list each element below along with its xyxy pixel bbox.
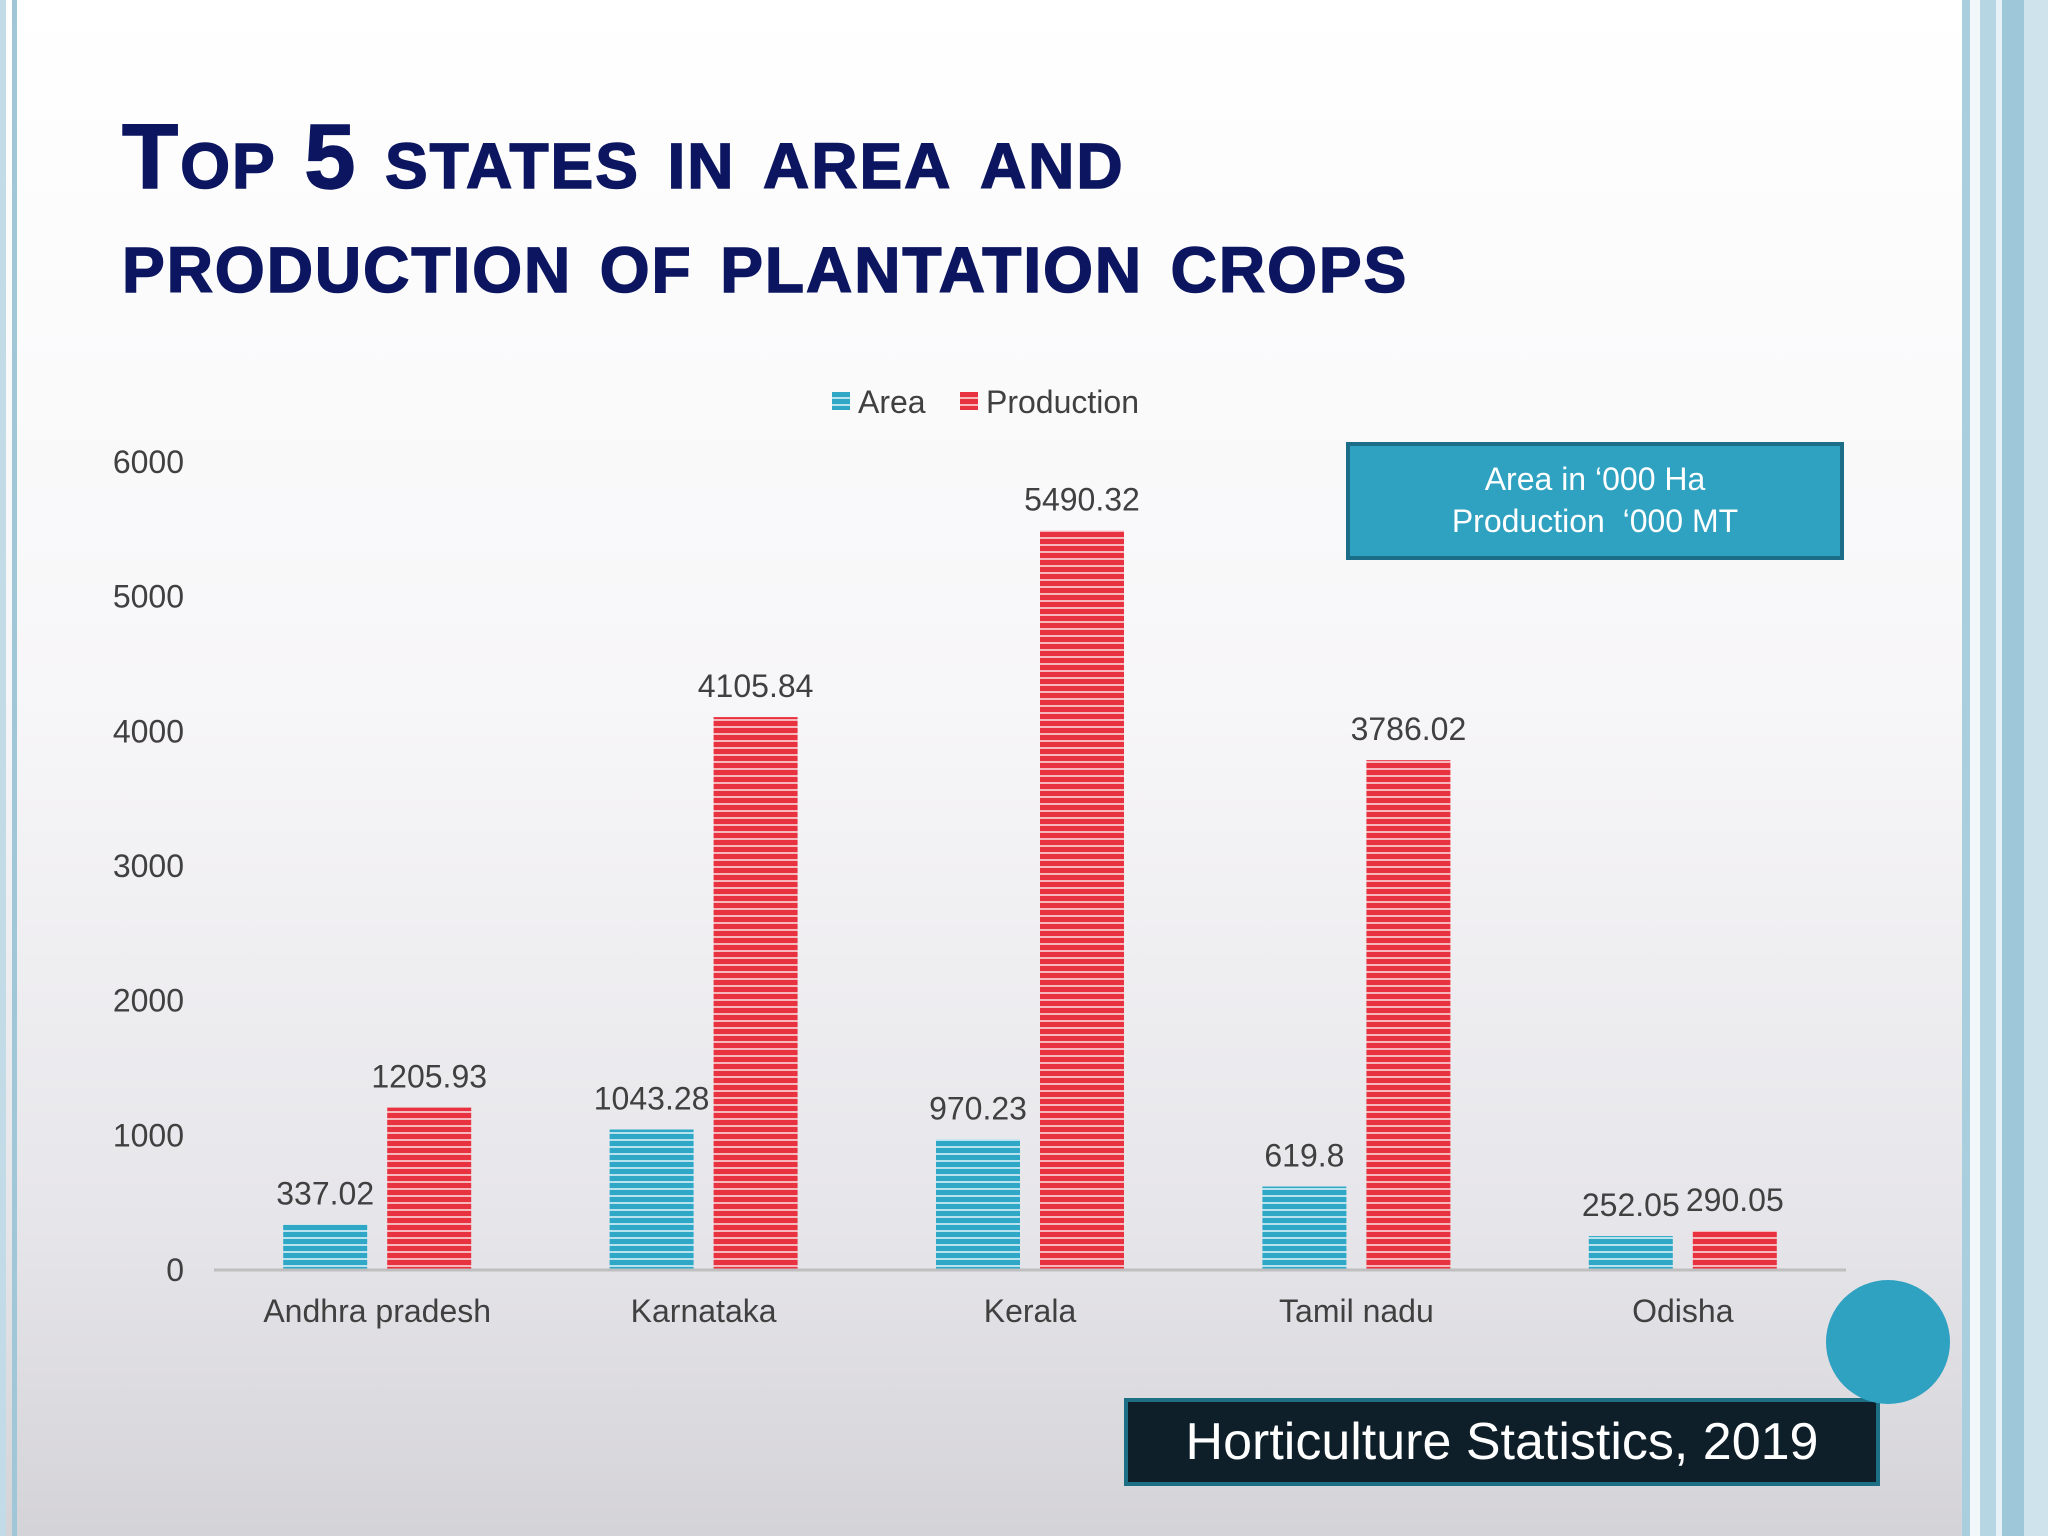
y-tick-label: 6000 <box>113 444 184 480</box>
y-tick-label: 3000 <box>113 848 184 884</box>
y-tick-label: 5000 <box>113 579 184 615</box>
bar-production <box>1692 1230 1777 1270</box>
frame-stripe-right <box>1996 0 2002 1536</box>
y-tick-label: 0 <box>166 1252 184 1288</box>
slide-title: Top 5 states in area and production of p… <box>121 105 1722 313</box>
legend-swatch-production <box>960 392 978 410</box>
y-tick-label: 4000 <box>113 713 184 749</box>
data-label-area: 1043.28 <box>594 1081 710 1117</box>
data-label-production: 4105.84 <box>698 668 814 704</box>
x-axis-tick-labels: Andhra pradesh Karnataka Kerala Tamil nadu O… <box>263 1293 1733 1329</box>
bar-area <box>283 1224 368 1270</box>
data-label-area: 252.05 <box>1582 1187 1680 1223</box>
legend-swatch-area <box>832 392 850 410</box>
bars <box>283 530 1777 1270</box>
slide-title-line-2: production of plantation crops <box>121 209 1409 313</box>
bar-area <box>1262 1186 1347 1270</box>
bar-production <box>1040 530 1124 1270</box>
data-label-production: 1205.93 <box>371 1059 487 1095</box>
frame-stripe-right <box>1980 0 1996 1536</box>
bar-area <box>936 1139 1020 1270</box>
data-label-area: 970.23 <box>929 1090 1027 1126</box>
bar-production <box>713 717 798 1270</box>
frame-stripe-right <box>1970 0 1980 1536</box>
x-tick-label: Kerala <box>984 1293 1077 1329</box>
frame-stripe-right <box>1962 0 1970 1536</box>
bar-area <box>609 1129 694 1270</box>
x-tick-label: Odisha <box>1632 1293 1734 1329</box>
legend: Area Production <box>832 384 1139 420</box>
units-note-area: Area in ‘000 Ha <box>1484 461 1706 497</box>
frame-stripe-left-outer <box>0 0 6 1536</box>
units-note-production: Production ‘000 MT <box>1451 503 1739 539</box>
data-label-area: 619.8 <box>1264 1138 1344 1174</box>
x-tick-label: Andhra pradesh <box>263 1293 491 1329</box>
bar-production <box>387 1107 472 1270</box>
bar-area <box>1588 1236 1673 1270</box>
frame-stripe-left-inner <box>12 0 17 1536</box>
x-tick-label: Karnataka <box>631 1293 777 1329</box>
data-label-production: 3786.02 <box>1351 711 1467 747</box>
units-note-box: Area in ‘000 Ha Production ‘000 MT <box>1346 442 1844 560</box>
decorative-circle <box>1826 1280 1950 1404</box>
x-tick-label: Tamil nadu <box>1279 1293 1434 1329</box>
bar-production <box>1366 760 1451 1270</box>
legend-label-production: Production <box>986 384 1139 420</box>
y-axis-tick-labels: 0 1000 2000 3000 4000 5000 6000 <box>113 444 184 1288</box>
y-tick-label: 2000 <box>113 983 184 1019</box>
slide-title-line-1: Top 5 states in area and <box>121 105 1125 209</box>
frame-stripe-right <box>2002 0 2024 1536</box>
data-label-production: 5490.32 <box>1024 482 1140 518</box>
y-tick-label: 1000 <box>113 1117 184 1153</box>
data-label-production: 290.05 <box>1686 1182 1784 1218</box>
frame-stripe-right <box>2024 0 2048 1536</box>
legend-label-area: Area <box>858 384 926 420</box>
data-labels: 337.02 1205.93 1043.28 4105.84 970.23 5490.32… <box>276 482 1783 1223</box>
source-box: Horticulture Statistics, 2019 <box>1124 1398 1880 1486</box>
data-label-area: 337.02 <box>276 1176 374 1212</box>
